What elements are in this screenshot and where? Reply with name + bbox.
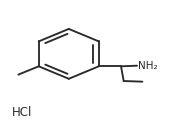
Text: NH₂: NH₂ (139, 61, 158, 71)
Text: HCl: HCl (12, 106, 32, 119)
